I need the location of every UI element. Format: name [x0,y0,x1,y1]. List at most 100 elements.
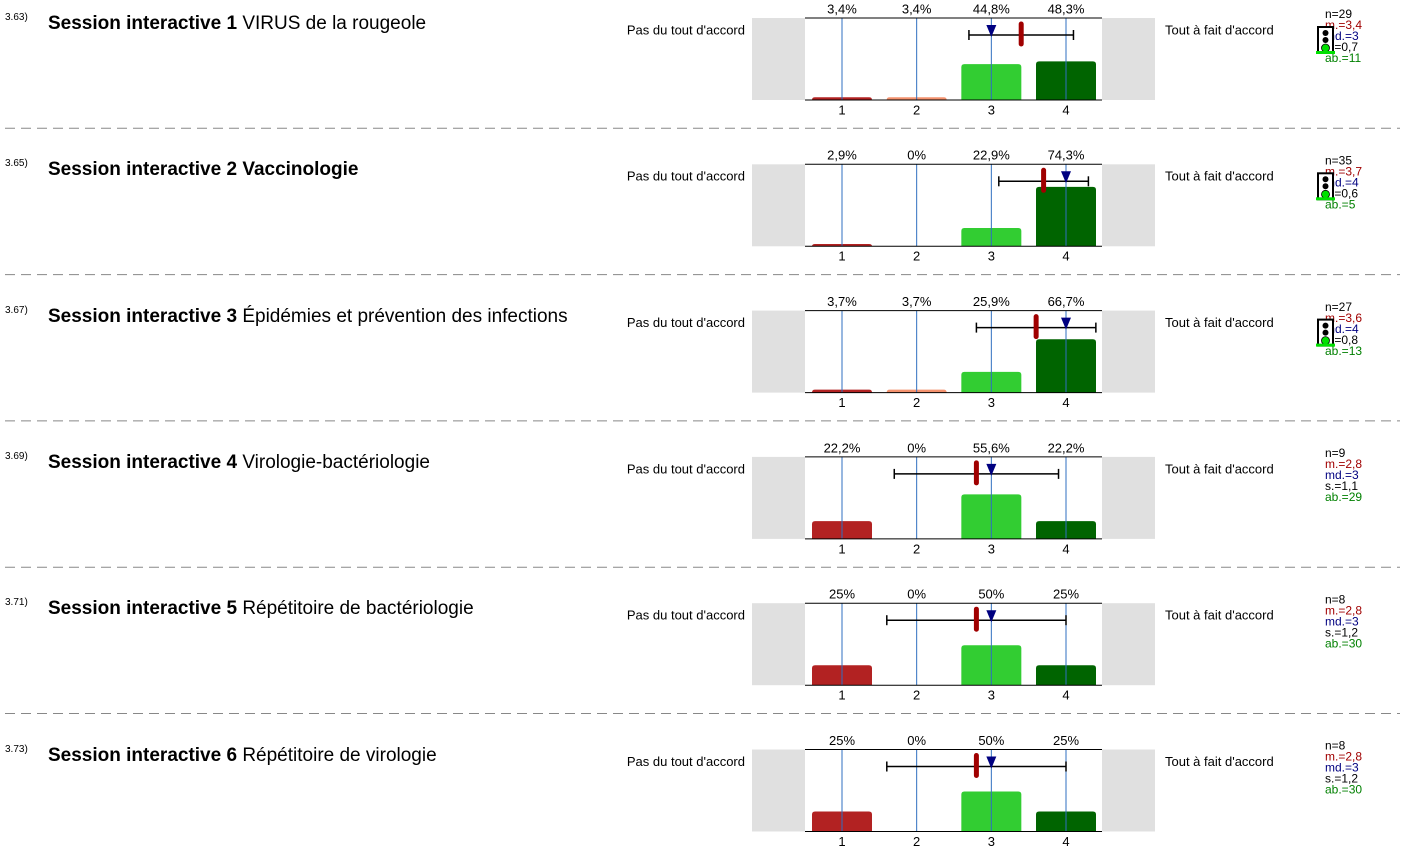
scale-end [1102,749,1155,832]
value-label: 22,2% [1048,440,1085,455]
category-label: 3 [988,834,995,848]
stat-label: md.=3 [1325,614,1359,628]
light-green [1321,43,1330,53]
value-label: 25% [829,587,855,602]
scale-end [752,164,805,247]
light-green [1321,336,1330,346]
scale-end [752,310,805,393]
title-part: Répétitoire de virologie [242,744,437,766]
value-label: 22,9% [973,148,1010,163]
scale-end [1102,164,1155,247]
stat-label: n=8 [1325,592,1346,606]
category-label: 2 [913,249,920,264]
stat-label: ab.=30 [1325,636,1362,650]
title-part: Répétitoire de bactériologie [242,598,474,620]
stat-label: n=29 [1325,7,1352,21]
item-title: Session interactive 2 Vaccinologie [48,160,608,180]
category-label: 1 [838,688,845,703]
value-label: 3,7% [827,294,857,309]
stat-label: ab.=5 [1325,197,1356,211]
category-label: 2 [913,395,920,410]
title-part: Session interactive 5 [48,598,238,620]
stat-label: md.=3 [1325,761,1359,775]
item-number: 3.73) [5,743,28,755]
stat-label: n=8 [1325,739,1346,753]
title-part: Épidémies et prévention des infections [242,305,568,327]
value-label: 2,9% [827,148,857,163]
stat-label: s.=1,2 [1325,625,1358,639]
item-number: 3.67) [5,304,28,316]
stat-label: s.=1,1 [1325,479,1358,493]
value-label: 50% [978,733,1004,748]
value-label: 44,8% [973,1,1010,16]
category-label: 3 [988,249,995,264]
category-label: 2 [913,834,920,848]
value-label: 0% [907,440,926,455]
value-label: 0% [907,733,926,748]
category-label: 3 [988,541,995,556]
value-label: 0% [907,587,926,602]
category-label: 1 [838,102,845,117]
value-label: 50% [978,587,1004,602]
value-label: 66,7% [1048,294,1085,309]
stat-label: m.=2,8 [1325,750,1362,764]
stat-label: ab.=13 [1325,344,1362,358]
stat-label: ab.=11 [1325,51,1361,65]
light-base [1316,51,1335,54]
category-label: 2 [913,541,920,556]
left-label: Pas du tout d'accord [627,315,745,330]
title-part: Session interactive 4 [48,451,238,473]
median-marker [1061,171,1071,184]
category-label: 4 [1062,249,1069,264]
scale-end [1102,310,1155,393]
light-base [1316,197,1335,201]
title-part: Session interactive 2 [48,159,238,181]
stat-label: m.=2,8 [1325,603,1362,617]
median-marker [986,25,997,37]
stat-label: n=35 [1325,153,1352,167]
title-part: Session interactive 3 [48,305,238,327]
item-title: Session interactive 5 Répétitoire de bac… [48,599,608,619]
scale-end [1102,603,1155,686]
value-label: 25% [829,733,855,748]
category-label: 4 [1062,834,1069,848]
category-label: 3 [988,688,995,703]
value-label: 48,3% [1048,1,1085,16]
title-part: Session interactive 6 [48,744,238,766]
category-label: 2 [913,102,920,117]
stat-label: s.=1,2 [1325,772,1358,786]
light [1322,30,1329,36]
value-label: 74,3% [1048,148,1085,163]
title-part: VIRUS de la rougeole [242,13,427,34]
light [1322,176,1329,183]
scale-end [752,456,805,539]
scale-end [752,18,805,100]
category-label: 1 [838,834,845,848]
stat-label: m.=3,7 [1325,164,1362,178]
stat-label: md.=3 [1325,468,1359,482]
category-label: 1 [838,541,845,556]
stat-label: n=27 [1325,300,1352,314]
item-number: 3.71) [5,597,28,609]
category-label: 4 [1062,395,1069,410]
right-label: Tout à fait d'accord [1165,315,1274,330]
title-part: Virologie-bactériologie [242,451,430,473]
value-label: 3,4% [902,1,932,16]
light-green [1321,189,1330,199]
right-label: Tout à fait d'accord [1165,754,1274,769]
category-label: 2 [913,688,920,703]
light [1322,329,1329,336]
value-label: 55,6% [973,440,1010,455]
light [1322,322,1329,329]
stat-label: m.=2,8 [1325,457,1362,471]
left-label: Pas du tout d'accord [627,22,745,37]
title-part: Vaccinologie [242,159,359,181]
stat-label: m.=3,6 [1325,311,1362,325]
scale-end [752,603,805,686]
median-marker [1061,317,1071,330]
light [1322,183,1329,190]
category-label: 3 [988,395,995,410]
item-number: 3.69) [5,450,28,462]
